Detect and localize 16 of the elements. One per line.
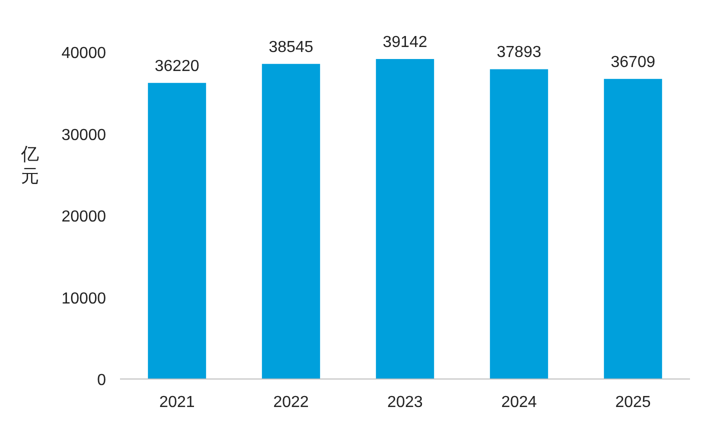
data-label: 37893 bbox=[496, 44, 542, 62]
x-tick-label: 2023 bbox=[387, 394, 423, 411]
x-tick-label: 2022 bbox=[273, 394, 309, 411]
x-tick-label: 2021 bbox=[159, 394, 195, 411]
y-axis-title: 亿元 bbox=[20, 144, 39, 186]
data-label: 39142 bbox=[382, 34, 428, 52]
y-tick-label: 0 bbox=[97, 372, 106, 389]
y-tick-label: 30000 bbox=[62, 126, 106, 144]
data-label: 36709 bbox=[610, 54, 656, 71]
y-tick-label: 10000 bbox=[62, 290, 106, 308]
data-label: 38545 bbox=[268, 38, 314, 56]
data-label: 36220 bbox=[154, 58, 200, 75]
x-tick-label: 2025 bbox=[615, 394, 651, 411]
y-tick-label: 20000 bbox=[62, 208, 106, 226]
y-tick-label: 40000 bbox=[62, 45, 106, 62]
x-tick-label: 2024 bbox=[501, 394, 537, 411]
